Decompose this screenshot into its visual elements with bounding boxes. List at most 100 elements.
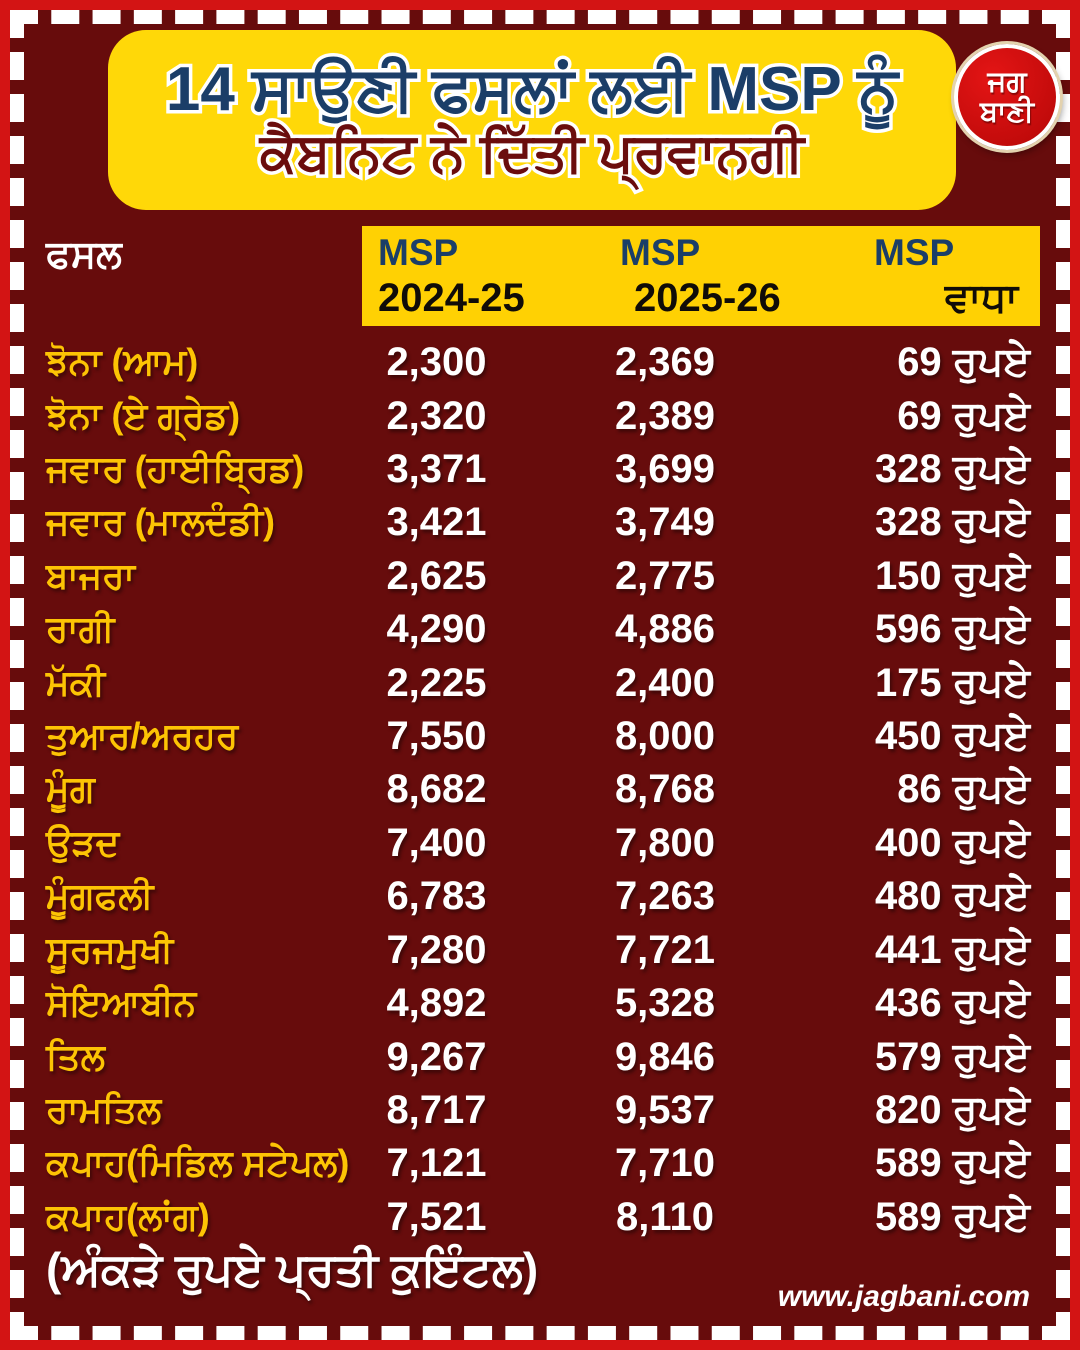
msp-2025-26-value: 4,886 (614, 607, 716, 652)
msp-increase-value: 69 ਰੁਪਏ (897, 340, 1030, 385)
crop-name: ਮੂੰਗ (46, 768, 95, 810)
website-url: www.jagbani.com (777, 1280, 1030, 1313)
crop-name: ਝੋਨਾ (ਆਮ) (46, 341, 199, 383)
msp-2024-25-value: 3,371 (386, 447, 487, 492)
crop-name: ਸੋਇਆਬੀਨ (46, 982, 197, 1024)
crop-name: ਕਪਾਹ(ਮਿਡਿਲ ਸਟੇਪਲ) (46, 1142, 350, 1184)
headline-line2: ਕੈਬਨਿਟ ਨੇ ਦਿੱਤੀ ਪ੍ਰਵਾਨਗੀ (256, 120, 807, 186)
table-row: ਤਿਲ 9,267 9,846 579 ਰੁਪਏ (46, 1030, 1034, 1083)
msp-increase-value: 450 ਰੁਪਏ (874, 714, 1030, 759)
column-header-msp-1: MSP (378, 232, 459, 273)
msp-2025-26-value: 8,110 (616, 1194, 714, 1239)
table-header-band: MSP MSP MSP 2024-25 2025-26 ਵਾਧਾ (362, 226, 1040, 326)
msp-2025-26-value: 3,699 (614, 447, 716, 492)
msp-increase-value: 328 ਰੁਪਏ (874, 447, 1030, 492)
msp-increase-value: 589 ਰੁਪਏ (874, 1194, 1030, 1239)
msp-2025-26-value: 2,775 (614, 553, 716, 598)
msp-2025-26-value: 7,263 (614, 874, 716, 919)
msp-2024-25-value: 4,892 (386, 981, 487, 1026)
msp-2025-26-value: 3,749 (614, 500, 716, 545)
msp-increase-value: 69 ਰੁਪਏ (897, 393, 1030, 438)
msp-increase-value: 86 ਰੁਪਏ (897, 767, 1030, 812)
table-row: ਜਵਾਰ (ਹਾਈਬ੍ਰਿਡ) 3,371 3,699 328 ਰੁਪਏ (46, 443, 1034, 496)
crop-name: ਕਪਾਹ(ਲਾਂਗ) (46, 1195, 210, 1237)
table-row: ਜਵਾਰ (ਮਾਲਦੰਡੀ) 3,421 3,749 328 ਰੁਪਏ (46, 496, 1034, 549)
msp-2024-25-value: 2,320 (386, 393, 487, 438)
msp-increase-value: 589 ਰੁਪਏ (874, 1141, 1030, 1186)
msp-2025-26-value: 2,389 (614, 393, 716, 438)
msp-increase-value: 150 ਰੁਪਏ (874, 553, 1030, 598)
msp-2024-25-value: 7,121 (386, 1141, 487, 1186)
unit-footnote: (ਅੰਕੜੇ ਰੁਪਏ ਪ੍ਰਤੀ ਕੁਇੰਟਲ) (46, 1243, 539, 1295)
table-row: ਮੂੰਗ 8,682 8,768 86 ਰੁਪਏ (46, 763, 1034, 816)
column-header-msp-2: MSP (620, 232, 701, 273)
table-row: ਬਾਜਰਾ 2,625 2,775 150 ਰੁਪਏ (46, 550, 1034, 603)
msp-2024-25-value: 7,521 (386, 1194, 487, 1239)
msp-2025-26-value: 9,537 (614, 1087, 716, 1132)
msp-2025-26-value: 7,710 (614, 1141, 716, 1186)
jagbani-logo: ਜਗ ਬਾਣੀ (954, 44, 1060, 150)
column-subheader-2024-25: 2024-25 (378, 276, 525, 320)
table-row: ਕਪਾਹ(ਮਿਡਿਲ ਸਟੇਪਲ) 7,121 7,710 589 ਰੁਪਏ (46, 1137, 1034, 1190)
table-row: ਸੂਰਜਮੁਖੀ 7,280 7,721 441 ਰੁਪਏ (46, 924, 1034, 977)
table-row: ਰਾਮਤਿਲ 8,717 9,537 820 ਰੁਪਏ (46, 1084, 1034, 1137)
column-subheader-2025-26: 2025-26 (634, 276, 781, 320)
msp-2024-25-value: 4,290 (386, 607, 487, 652)
logo-text-line1: ਜਗ (987, 65, 1027, 98)
msp-increase-value: 579 ਰੁਪਏ (874, 1034, 1030, 1079)
table-row: ਮੂੰਗਫਲੀ 6,783 7,263 480 ਰੁਪਏ (46, 870, 1034, 923)
crop-name: ਮੱਕੀ (46, 661, 106, 703)
msp-increase-value: 328 ਰੁਪਏ (874, 500, 1030, 545)
table-row: ਮੱਕੀ 2,225 2,400 175 ਰੁਪਏ (46, 656, 1034, 709)
msp-2024-25-value: 9,267 (386, 1034, 487, 1079)
msp-increase-value: 175 ਰੁਪਏ (874, 660, 1030, 705)
crop-name: ਰਾਮਤਿਲ (46, 1088, 162, 1130)
table-row: ਝੋਨਾ (ਏ ਗ੍ਰੇਡ) 2,320 2,389 69 ਰੁਪਏ (46, 389, 1034, 442)
msp-2024-25-value: 8,682 (386, 767, 487, 812)
table-row: ਤੁਆਰ/ਅਰਹਰ 7,550 8,000 450 ਰੁਪਏ (46, 710, 1034, 763)
msp-2024-25-value: 3,421 (386, 500, 487, 545)
msp-table-body: ਝੋਨਾ (ਆਮ) 2,300 2,369 69 ਰੁਪਏ ਝੋਨਾ (ਏ ਗ੍… (46, 336, 1034, 1244)
msp-2025-26-value: 2,400 (614, 660, 716, 705)
headline-line1: 14 ਸਾਉਣੀ ਫਸਲਾਂ ਲਈ MSP ਨੂੰ (162, 53, 901, 127)
crop-name: ਰਾਗੀ (46, 608, 115, 650)
dashed-border-frame: 14 ਸਾਉਣੀ ਫਸਲਾਂ ਲਈ MSP ਨੂੰ ਕੈਬਨਿਟ ਨੇ ਦਿੱਤ… (10, 10, 1070, 1340)
table-row: ਕਪਾਹ(ਲਾਂਗ) 7,521 8,110 589 ਰੁਪਏ (46, 1191, 1034, 1244)
crop-name: ਮੂੰਗਫਲੀ (46, 875, 154, 917)
msp-increase-value: 596 ਰੁਪਏ (874, 607, 1030, 652)
table-row: ਸੋਇਆਬੀਨ 4,892 5,328 436 ਰੁਪਏ (46, 977, 1034, 1030)
crop-name: ਤੁਆਰ/ਅਰਹਰ (46, 715, 239, 757)
msp-2025-26-value: 8,000 (614, 714, 716, 759)
crop-name: ਬਾਜਰਾ (46, 554, 135, 596)
table-row: ਰਾਗੀ 4,290 4,886 596 ਰੁਪਏ (46, 603, 1034, 656)
msp-2024-25-value: 7,400 (386, 820, 487, 865)
msp-2024-25-value: 6,783 (386, 874, 487, 919)
msp-2025-26-value: 8,768 (614, 767, 716, 812)
msp-2024-25-value: 2,225 (386, 660, 487, 705)
msp-2024-25-value: 7,550 (386, 714, 487, 759)
msp-2024-25-value: 2,625 (386, 553, 487, 598)
msp-increase-value: 480 ਰੁਪਏ (874, 874, 1030, 919)
msp-increase-value: 436 ਰੁਪਏ (874, 981, 1030, 1026)
msp-2024-25-value: 7,280 (386, 927, 487, 972)
table-row: ਝੋਨਾ (ਆਮ) 2,300 2,369 69 ਰੁਪਏ (46, 336, 1034, 389)
logo-text-line2: ਬਾਣੀ (980, 96, 1034, 128)
msp-2025-26-value: 7,800 (614, 820, 716, 865)
msp-increase-value: 441 ਰੁਪਏ (874, 927, 1030, 972)
column-subheader-increase: ਵਾਧਾ (944, 276, 1018, 320)
msp-2025-26-value: 7,721 (614, 927, 716, 972)
crop-name: ਤਿਲ (46, 1035, 105, 1077)
column-header-crop: ਫਸਲ (46, 234, 122, 276)
column-header-msp-3: MSP (874, 232, 955, 273)
msp-increase-value: 400 ਰੁਪਏ (874, 820, 1030, 865)
msp-2024-25-value: 8,717 (386, 1087, 487, 1132)
crop-name: ਸੂਰਜਮੁਖੀ (46, 928, 174, 970)
headline-box: 14 ਸਾਉਣੀ ਫਸਲਾਂ ਲਈ MSP ਨੂੰ ਕੈਬਨਿਟ ਨੇ ਦਿੱਤ… (108, 30, 956, 210)
msp-increase-value: 820 ਰੁਪਏ (874, 1087, 1030, 1132)
crop-name: ਜਵਾਰ (ਹਾਈਬ੍ਰਿਡ) (46, 448, 305, 490)
crop-name: ਝੋਨਾ (ਏ ਗ੍ਰੇਡ) (46, 394, 241, 436)
msp-2024-25-value: 2,300 (386, 340, 487, 385)
msp-2025-26-value: 5,328 (614, 981, 716, 1026)
msp-2025-26-value: 2,369 (614, 340, 716, 385)
